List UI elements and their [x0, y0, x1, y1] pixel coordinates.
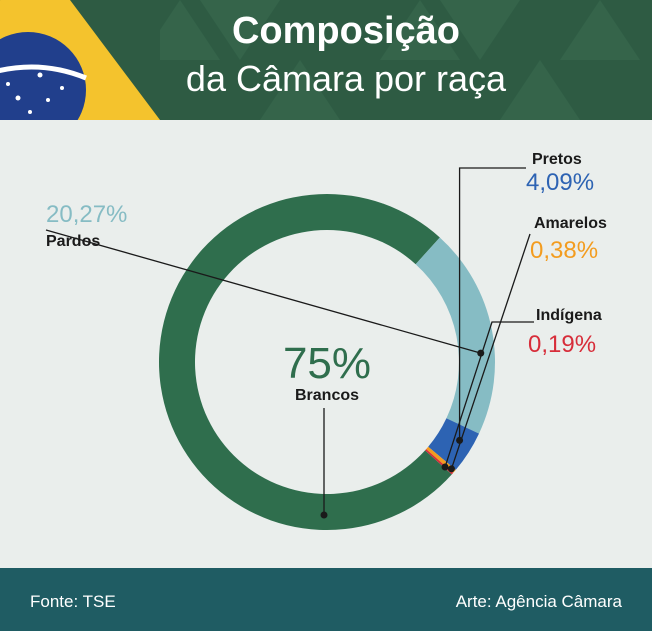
leader-pardos: [45, 229, 481, 354]
label-name-pretos: Pretos: [532, 151, 582, 168]
label-name-brancos: Brancos: [295, 387, 359, 404]
chart-subtitle: da Câmara por raça: [185, 58, 507, 99]
label-name-amarelos: Amarelos: [534, 215, 607, 232]
dot-pretos: [456, 436, 464, 444]
slice-brancos: [158, 194, 452, 531]
slice-pardos: [415, 237, 496, 434]
dot-brancos: [320, 511, 328, 519]
label-value-indigena: 0,19%: [528, 331, 596, 358]
header-pattern: [0, 0, 640, 120]
slice-pretos: [428, 418, 479, 470]
source-credit: Fonte: TSE: [30, 592, 116, 611]
footer-bar: Fonte: TSE Arte: Agência Câmara: [0, 568, 652, 631]
dot-amarelos: [447, 465, 455, 473]
label-name-pardos: Pardos: [46, 233, 100, 250]
label-value-pardos: 20,27%: [46, 201, 127, 228]
art-credit: Arte: Agência Câmara: [455, 592, 622, 611]
label-value-amarelos: 0,38%: [530, 237, 598, 264]
dot-pardos: [477, 349, 485, 357]
brazil-flag-icon: [0, 0, 160, 120]
leader-indigena: [444, 321, 534, 468]
leader-amarelos: [450, 233, 531, 470]
header-banner: Composição da Câmara por raça: [0, 0, 652, 120]
chart-title: Composição: [231, 10, 461, 52]
label-value-brancos: 75%: [283, 339, 371, 388]
label-value-pretos: 4,09%: [526, 169, 594, 196]
dot-indigena: [441, 463, 449, 471]
leader-pretos: [458, 167, 526, 441]
label-name-indigena: Indígena: [536, 307, 602, 324]
